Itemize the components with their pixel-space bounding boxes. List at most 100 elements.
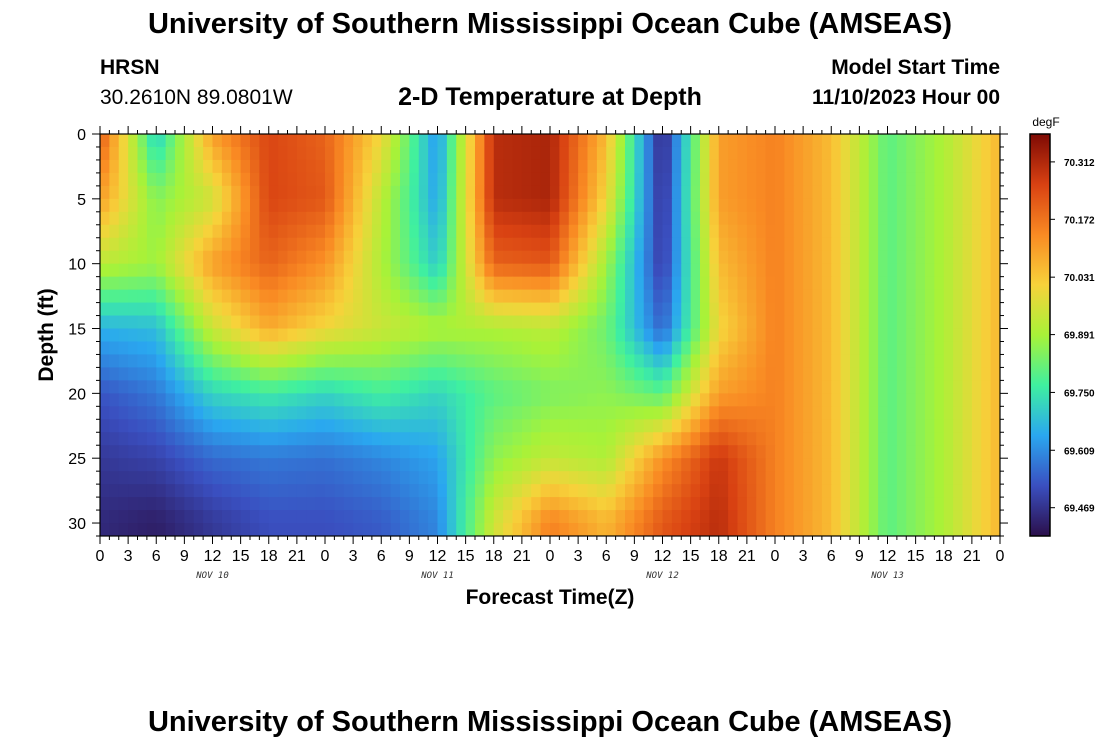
heatmap-cell [400, 393, 410, 407]
heatmap-cell [475, 198, 485, 213]
heatmap-cell [821, 134, 832, 148]
heatmap-cell [915, 134, 926, 148]
heatmap-cell [146, 354, 157, 369]
heatmap-cell [803, 250, 814, 265]
heatmap-cell [437, 523, 448, 536]
heatmap-cell [446, 523, 457, 536]
heatmap-cell [287, 172, 298, 187]
heatmap-cell [287, 289, 298, 304]
heatmap-cell [671, 276, 682, 291]
heatmap-cell [953, 484, 964, 498]
heatmap-cell [784, 341, 795, 356]
heatmap-cell [953, 134, 964, 148]
heatmap-cell [700, 250, 710, 265]
heatmap-cell [212, 211, 223, 226]
heatmap-cell [868, 134, 879, 148]
heatmap-cell [128, 497, 139, 511]
heatmap-cell [775, 445, 785, 459]
heatmap-cell [718, 172, 729, 187]
heatmap-cell [990, 406, 1000, 420]
heatmap-cell [343, 328, 354, 343]
heatmap-cell [878, 315, 889, 330]
heatmap-cell [381, 341, 392, 356]
heatmap-cell [709, 237, 720, 252]
heatmap-cell [953, 185, 964, 200]
heatmap-cell [878, 302, 889, 317]
heatmap-cell [756, 134, 767, 148]
heatmap-cell [625, 341, 635, 356]
heatmap-cell [662, 471, 673, 485]
heatmap-cell [718, 367, 729, 381]
heatmap-cell [371, 237, 382, 252]
heatmap-cell [287, 185, 298, 200]
heatmap-cell [681, 393, 692, 407]
heatmap-cell [587, 380, 598, 394]
heatmap-cell [278, 263, 289, 278]
heatmap-cell [662, 172, 673, 187]
heatmap-cell [793, 432, 804, 446]
heatmap-cell [259, 458, 270, 472]
heatmap-cell [700, 380, 710, 394]
heatmap-cell [250, 471, 260, 485]
heatmap-cell [671, 146, 682, 161]
heatmap-cell [887, 523, 898, 536]
heatmap-cell [990, 341, 1000, 356]
heatmap-cell [690, 172, 701, 187]
heatmap-cell [943, 224, 954, 239]
heatmap-cell [896, 419, 907, 433]
heatmap-cell [812, 484, 823, 498]
heatmap-cell [812, 134, 823, 148]
heatmap-cell [859, 523, 870, 536]
heatmap-cell [934, 497, 945, 511]
heatmap-cell [512, 185, 523, 200]
heatmap-cell [859, 484, 870, 498]
heatmap-cell [662, 315, 673, 330]
heatmap-cell [362, 211, 373, 226]
heatmap-cell [840, 134, 851, 148]
heatmap-cell [353, 146, 364, 161]
heatmap-cell [250, 185, 260, 200]
heatmap-cell [859, 211, 870, 226]
heatmap-cell [465, 393, 476, 407]
heatmap-cell [596, 445, 607, 459]
heatmap-cell [203, 367, 214, 381]
heatmap-cell [681, 185, 692, 200]
heatmap-cell [793, 315, 804, 330]
heatmap-cell [812, 523, 823, 536]
heatmap-cell [803, 237, 814, 252]
heatmap-cell [615, 523, 626, 536]
heatmap-cell [615, 302, 626, 317]
heatmap-cell [953, 159, 964, 174]
heatmap-cell [512, 159, 523, 174]
heatmap-cell [306, 315, 317, 330]
heatmap-cell [671, 172, 682, 187]
heatmap-cell [784, 134, 795, 148]
heatmap-cell [831, 341, 842, 356]
heatmap-cell [521, 276, 532, 291]
heatmap-cell [231, 250, 242, 265]
heatmap-cell [596, 497, 607, 511]
heatmap-cell [859, 289, 870, 304]
heatmap-cell [737, 406, 748, 420]
heatmap-cell [278, 354, 289, 369]
heatmap-cell [306, 419, 317, 433]
heatmap-cell [550, 354, 560, 369]
heatmap-cell [550, 484, 560, 498]
colorbar-tick-label: 69.891 [1064, 331, 1095, 342]
heatmap-cell [184, 276, 195, 291]
heatmap-cell [475, 471, 485, 485]
heatmap-cell [334, 419, 345, 433]
heatmap-cell [943, 198, 954, 213]
heatmap-cell [390, 134, 401, 148]
heatmap-cell [165, 510, 176, 524]
heatmap-cell [737, 484, 748, 498]
heatmap-cell [390, 341, 401, 356]
x-tick-label: 18 [485, 548, 503, 565]
heatmap-cell [812, 354, 823, 369]
heatmap-cell [559, 445, 570, 459]
heatmap-cell [643, 172, 654, 187]
heatmap-cell [428, 484, 439, 498]
heatmap-cell [221, 354, 232, 369]
heatmap-cell [456, 510, 467, 524]
heatmap-cell [896, 315, 907, 330]
